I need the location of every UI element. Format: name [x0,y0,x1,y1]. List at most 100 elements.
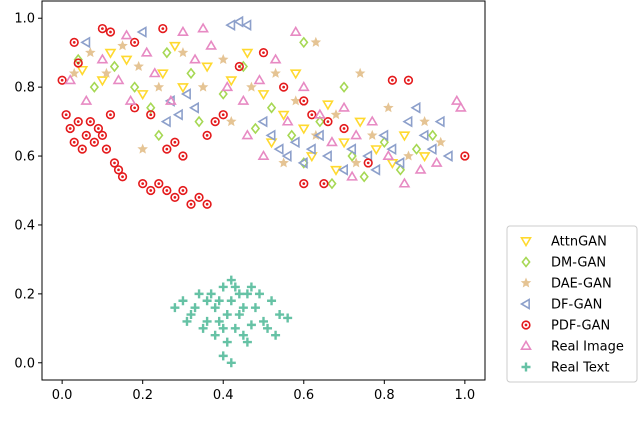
data-point [198,323,208,333]
legend-item: PDF-GAN [521,319,610,334]
legend-label: AttnGAN [551,235,607,250]
data-point [61,110,71,120]
data-point [96,53,109,64]
data-point [190,303,200,313]
data-point [426,143,437,156]
data-point [242,289,252,299]
data-point [158,23,168,34]
legend-label: DAE-GAN [551,277,612,292]
data-point [180,88,191,100]
data-point [330,109,342,120]
data-point [80,36,91,49]
data-point [188,101,199,114]
data-point [153,81,165,92]
data-point [80,94,93,105]
data-point [454,101,467,112]
x-tick-label: 0.8 [374,388,395,403]
data-point [307,110,317,120]
legend-marker [521,256,531,268]
data-point [101,144,112,154]
data-point [359,170,369,183]
data-point [242,337,252,347]
data-point [137,143,148,154]
data-point [305,143,316,156]
data-point [197,81,209,92]
data-point [297,124,310,135]
data-point [113,165,124,175]
data-point [386,143,397,156]
data-point [289,25,302,36]
series-real-image [64,22,467,188]
data-point [164,94,177,105]
data-point [246,81,257,92]
data-point [339,123,349,134]
data-point [310,36,322,47]
data-point [194,115,204,128]
data-point [218,351,228,361]
data-point [85,47,96,58]
data-point [395,164,406,176]
data-point [250,122,261,135]
data-point [214,296,224,306]
plot-area [57,15,470,368]
data-point [383,102,394,113]
data-point [97,23,108,34]
legend-item: Real Text [521,361,609,376]
data-point [217,54,229,65]
data-point [177,47,189,58]
legend-label: DF-GAN [551,298,602,313]
data-point [178,185,188,196]
data-point [230,323,240,333]
data-point [241,129,254,140]
data-point [226,358,236,368]
data-point [403,75,414,85]
data-point [205,39,218,50]
data-point [133,60,144,71]
data-point [379,136,389,149]
data-point [321,150,332,162]
data-point [246,282,256,292]
data-point [322,100,334,111]
data-point [275,310,285,320]
data-point [201,62,214,73]
data-point [178,296,188,306]
data-point [182,316,192,326]
data-point [73,58,83,68]
x-tick-label: 0.0 [52,388,73,403]
legend-box [506,225,638,383]
data-point [339,81,349,93]
data-point [418,129,429,142]
data-point [237,94,250,105]
data-point [202,316,212,326]
data-point [289,69,302,80]
data-point [65,123,75,134]
data-point [246,320,256,330]
x-tick-label: 0.4 [213,388,234,403]
data-point [68,67,80,78]
data-point [254,289,264,299]
data-point [327,177,337,190]
data-point [414,163,427,174]
data-point [273,143,284,156]
data-point [194,289,204,299]
legend-marker [520,277,532,288]
data-point [253,74,266,85]
data-point [218,110,228,120]
data-point [130,81,140,93]
data-point [124,94,137,105]
data-point [69,37,79,47]
data-point [226,116,237,127]
data-point [117,172,128,182]
data-point [442,150,453,162]
data-point [162,185,172,196]
data-point [313,129,324,142]
data-point [230,282,240,292]
data-point [73,116,83,127]
data-point [418,152,431,163]
data-point [225,19,236,32]
y-tick-label: 0.0 [14,356,35,371]
data-point [148,67,161,78]
legend-marker [521,320,531,330]
data-point [290,95,301,106]
